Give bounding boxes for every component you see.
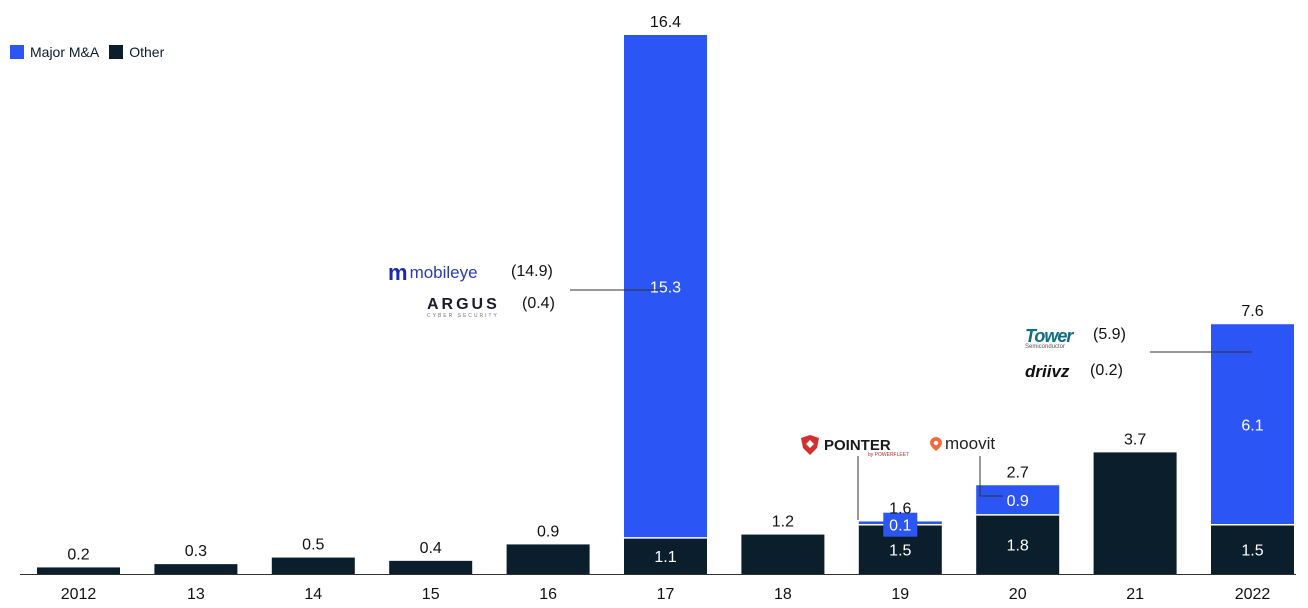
total-label-19: 1.6 (889, 500, 911, 517)
legend-label-major: Major M&A (30, 44, 100, 60)
x-tick-label-13: 13 (187, 586, 205, 603)
bar-other-20 (976, 514, 1060, 574)
mobileye-logo-text: mobileye (409, 263, 478, 282)
argus-logo-subtext: CYBER SECURITY (427, 313, 499, 319)
total-label-21: 3.7 (1124, 431, 1146, 448)
pointer-logo-subtext: by POWERFLEET (868, 452, 910, 458)
bar-other-17 (624, 537, 707, 574)
argus-logo-text: ARGUS (427, 296, 500, 313)
pointer-logo-text: POINTER (824, 436, 891, 454)
mobileye-value: (14.9) (511, 263, 553, 280)
total-label-18: 1.2 (772, 514, 794, 531)
legend-swatch-other (109, 45, 124, 59)
tower-logo-subtext: Semiconductor (1025, 344, 1066, 350)
bar-other-2012 (37, 567, 120, 574)
major-value-label-19: 0.1 (889, 518, 911, 535)
total-label-14: 0.5 (302, 537, 324, 554)
tower-logo: Tower Semiconductor (1025, 326, 1073, 350)
legend-item-major: Major M&A (10, 44, 99, 60)
other-value-label-2022: 1.5 (1241, 542, 1263, 559)
major-value-label-2022: 6.1 (1241, 417, 1263, 434)
moovit-logo-text: moovit (945, 434, 996, 453)
bar-other-2022 (1211, 524, 1294, 574)
other-value-label-20: 1.8 (1007, 537, 1029, 554)
mobileye-mark-icon: m (388, 260, 408, 285)
driivz-logo-text: driivz (1025, 362, 1070, 381)
bar-other-15 (389, 560, 473, 574)
driivz-logo: driivz (1025, 362, 1069, 382)
x-tick-label-20: 20 (1009, 586, 1027, 603)
x-tick-label-16: 16 (539, 586, 557, 603)
bar-other-21 (1093, 452, 1177, 574)
bar-other-13 (154, 564, 238, 574)
x-tick-label-19: 19 (891, 586, 909, 603)
tower-value: (5.9) (1093, 326, 1126, 343)
bar-major-20 (976, 485, 1060, 515)
total-label-2012: 0.2 (67, 546, 89, 563)
major-value-label-20: 0.9 (1007, 493, 1029, 510)
tower-logo-text: Tower (1025, 326, 1073, 346)
moovit-pin-icon (930, 437, 942, 451)
total-label-2022: 7.6 (1241, 303, 1263, 320)
bar-other-14 (271, 557, 355, 574)
pointer-shield-icon (801, 435, 819, 455)
x-tick-label-21: 21 (1126, 586, 1144, 603)
legend-label-other: Other (129, 44, 165, 60)
x-tick-label-2022: 2022 (1235, 586, 1271, 603)
legend: Major M&A Other (10, 44, 174, 60)
bar-other-16 (506, 544, 590, 574)
mobileye-logo: m mobileye (388, 260, 478, 286)
x-tick-label-17: 17 (657, 586, 675, 603)
total-label-16: 0.9 (537, 523, 559, 540)
moovit-logo: moovit (930, 434, 995, 454)
total-label-13: 0.3 (185, 543, 207, 560)
driivz-value: (0.2) (1090, 362, 1123, 379)
total-label-17: 16.4 (650, 14, 681, 31)
argus-logo: ARGUS CYBER SECURITY (427, 296, 500, 319)
bar-other-18 (741, 534, 825, 574)
x-tick-label-2012: 2012 (61, 586, 97, 603)
bar-major-2022 (1211, 324, 1294, 525)
legend-item-other: Other (109, 44, 164, 60)
argus-value: (0.4) (522, 295, 555, 312)
x-tick-label-18: 18 (774, 586, 792, 603)
bar-major-17 (624, 35, 707, 538)
x-tick-label-14: 14 (304, 586, 322, 603)
total-label-20: 2.7 (1007, 464, 1029, 481)
legend-swatch-major (10, 45, 24, 59)
pointer-logo: POINTER by POWERFLEET (800, 434, 909, 458)
other-value-label-17: 1.1 (654, 549, 676, 566)
moovit-leader-line (979, 456, 1003, 497)
total-label-15: 0.4 (420, 540, 442, 557)
major-label-box-19 (883, 512, 918, 537)
major-value-label-17: 15.3 (650, 279, 681, 296)
other-value-label-19: 1.5 (889, 542, 911, 559)
x-tick-label-15: 15 (422, 586, 440, 603)
